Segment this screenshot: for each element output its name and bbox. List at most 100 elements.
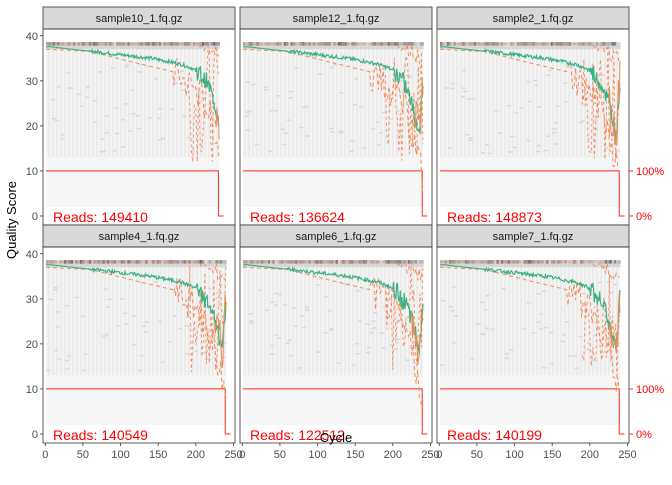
heat-cell <box>283 42 286 46</box>
heat-cell <box>616 260 619 264</box>
heat-cell <box>161 45 164 50</box>
x-tick-label: 200 <box>384 449 402 461</box>
heat-cell <box>243 45 246 50</box>
heat-cell <box>263 88 268 91</box>
heat-cell <box>337 45 341 50</box>
heat-cell <box>376 121 381 124</box>
heat-cell <box>56 86 61 88</box>
heat-cell <box>100 45 103 50</box>
heat-cell <box>65 368 70 370</box>
heat-cell <box>451 286 456 288</box>
heat-cell <box>140 42 144 46</box>
heat-cell <box>442 45 445 50</box>
heat-cell <box>534 84 539 87</box>
heat-cell <box>489 263 492 268</box>
heat-cell <box>263 263 266 268</box>
heat-cell <box>183 45 187 50</box>
heat-cell <box>138 63 143 66</box>
heat-cell <box>288 97 293 99</box>
heat-cell <box>401 42 404 46</box>
heat-cell <box>557 45 560 50</box>
heat-cell <box>514 45 517 50</box>
heat-cell <box>177 260 180 264</box>
heat-cell <box>618 45 621 50</box>
reads-label: Reads: 140199 <box>447 427 542 443</box>
heat-cell <box>111 67 116 70</box>
heat-cell <box>510 45 513 50</box>
tail-line <box>411 308 424 366</box>
heat-cell <box>267 260 271 264</box>
heat-cell <box>167 263 171 268</box>
heat-cell <box>421 42 424 46</box>
heat-cell <box>369 331 374 334</box>
heat-cell <box>582 45 585 50</box>
heat-cell <box>79 263 83 268</box>
heat-cell <box>374 45 377 50</box>
heat-cell <box>537 144 542 147</box>
heat-cell <box>504 353 509 355</box>
heat-cell <box>272 45 275 50</box>
y-tick-label: 40 <box>26 249 38 261</box>
heat-cell <box>190 260 193 264</box>
heat-cell <box>111 45 114 50</box>
heat-cell <box>403 42 406 46</box>
heat-cell <box>122 263 126 268</box>
heat-cell <box>129 263 132 268</box>
heat-cell <box>505 45 508 50</box>
heat-cell <box>344 45 347 50</box>
heat-cell <box>158 107 163 110</box>
heat-cell <box>288 45 291 50</box>
heat-cell <box>127 42 130 46</box>
heat-cell <box>323 331 328 334</box>
heat-cell <box>463 90 468 93</box>
heat-cell <box>145 45 148 50</box>
heat-cell <box>591 263 594 268</box>
heat-cell <box>305 309 310 311</box>
facet-title: sample10_1.fq.gz <box>96 13 183 25</box>
heat-cell <box>483 309 488 311</box>
heat-cell <box>93 263 96 268</box>
heat-cell <box>137 369 142 372</box>
heat-cell <box>85 96 90 98</box>
heat-cell <box>451 42 454 46</box>
heat-cell <box>132 315 137 317</box>
heatmap-body <box>243 42 423 158</box>
heat-cell <box>165 45 168 50</box>
heat-cell <box>609 42 612 46</box>
heat-cell <box>478 260 481 264</box>
y-tick-label: 10 <box>26 166 38 178</box>
heat-cell <box>480 152 485 154</box>
heat-cell <box>261 45 264 50</box>
heat-cell <box>217 263 220 268</box>
heat-cell <box>416 70 421 72</box>
heat-cell <box>156 45 159 50</box>
heat-cell <box>364 263 368 268</box>
heat-cell <box>389 344 394 346</box>
lower-quartile-line <box>439 266 620 392</box>
heat-cell <box>539 263 542 268</box>
heat-cell <box>245 263 248 268</box>
heat-cell <box>394 260 397 264</box>
heat-cell <box>154 78 159 80</box>
heat-cell <box>580 120 585 122</box>
heat-cell <box>120 260 123 264</box>
heat-cell <box>290 263 293 268</box>
heat-cell <box>79 45 83 50</box>
heat-cell <box>494 42 497 46</box>
heat-cell <box>64 45 67 50</box>
heat-cell <box>180 89 185 91</box>
heat-cell <box>388 101 393 103</box>
heat-cell <box>466 98 471 100</box>
y-tick-label: 30 <box>26 76 38 88</box>
heat-cell <box>514 42 517 46</box>
heat-cell <box>351 260 354 264</box>
heat-cell <box>557 42 560 46</box>
heat-cell <box>167 45 171 50</box>
heat-cell <box>607 263 610 268</box>
heat-cell <box>217 45 220 50</box>
heat-cell <box>170 42 173 46</box>
heat-cell <box>283 260 286 264</box>
heat-cell <box>274 292 279 295</box>
heat-cell <box>140 260 144 264</box>
heat-cell <box>388 288 393 291</box>
